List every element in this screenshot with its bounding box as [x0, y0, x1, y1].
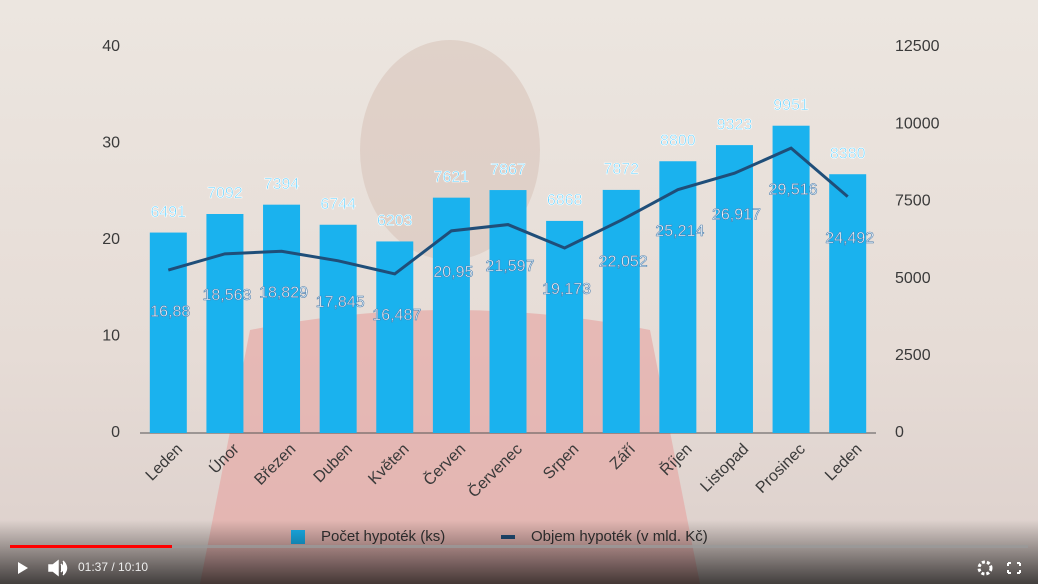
- y-tick-label: 40: [102, 38, 120, 55]
- y2-tick-label: 10000: [895, 115, 940, 132]
- volume-button[interactable]: [48, 559, 68, 577]
- y2-tick-label: 12500: [895, 38, 940, 55]
- bar-value-label: 7394: [264, 176, 300, 193]
- settings-button[interactable]: [977, 560, 993, 576]
- line-value-label: 18,829: [259, 285, 308, 302]
- line-value-label: 21,597: [486, 258, 535, 275]
- y-tick-label: 10: [102, 328, 120, 345]
- bar: [149, 232, 187, 433]
- line-value-label: 16,487: [372, 307, 421, 324]
- line-value-label: 20,95: [433, 264, 473, 281]
- bar: [546, 220, 584, 433]
- bar-value-label: 7872: [603, 161, 639, 178]
- line-value-label: 18,563: [202, 287, 251, 304]
- line-value-label: 17,845: [316, 294, 365, 311]
- bar: [829, 174, 867, 434]
- y-tick-label: 20: [102, 231, 120, 248]
- line-value-label: 16,88: [150, 303, 190, 320]
- bar: [659, 161, 697, 434]
- bar-value-label: 6491: [151, 204, 187, 221]
- bar: [319, 224, 357, 433]
- y2-tick-label: 2500: [895, 347, 931, 364]
- time-display: 01:37 / 10:10: [78, 560, 148, 574]
- y2-tick-label: 7500: [895, 193, 931, 210]
- bar-value-label: 7621: [434, 169, 470, 186]
- bar-value-label: 6203: [377, 213, 413, 230]
- line-value-label: 19,173: [542, 281, 591, 298]
- bar-value-label: 6868: [547, 192, 583, 209]
- line-value-label: 25,214: [655, 223, 704, 240]
- bar: [602, 189, 640, 433]
- play-button[interactable]: [18, 562, 28, 574]
- y-tick-label: 0: [111, 424, 120, 441]
- line-value-label: 26,917: [712, 206, 761, 223]
- bar: [263, 204, 301, 433]
- bar: [772, 125, 810, 433]
- bar-value-label: 6744: [320, 196, 356, 213]
- bar-value-label: 9323: [717, 116, 753, 133]
- bar: [206, 213, 244, 433]
- bar: [432, 197, 470, 433]
- line-value-label: 22,052: [599, 253, 648, 270]
- player-shade: [0, 520, 1038, 584]
- line-value-label: 24,492: [825, 230, 874, 247]
- bar-value-label: 8380: [830, 145, 866, 162]
- bar-value-label: 8800: [660, 132, 696, 149]
- progress-played: [10, 545, 172, 548]
- bar-value-label: 7867: [490, 161, 526, 178]
- y2-tick-label: 5000: [895, 270, 931, 287]
- line-value-label: 29,516: [769, 181, 818, 198]
- y-tick-label: 30: [102, 135, 120, 152]
- progress-track[interactable]: [10, 545, 1028, 548]
- bar-value-label: 7092: [207, 185, 243, 202]
- fullscreen-button[interactable]: [1007, 562, 1021, 574]
- bar: [715, 145, 753, 433]
- bar-value-label: 9951: [773, 97, 809, 114]
- y2-tick-label: 0: [895, 424, 904, 441]
- line: [167, 146, 849, 276]
